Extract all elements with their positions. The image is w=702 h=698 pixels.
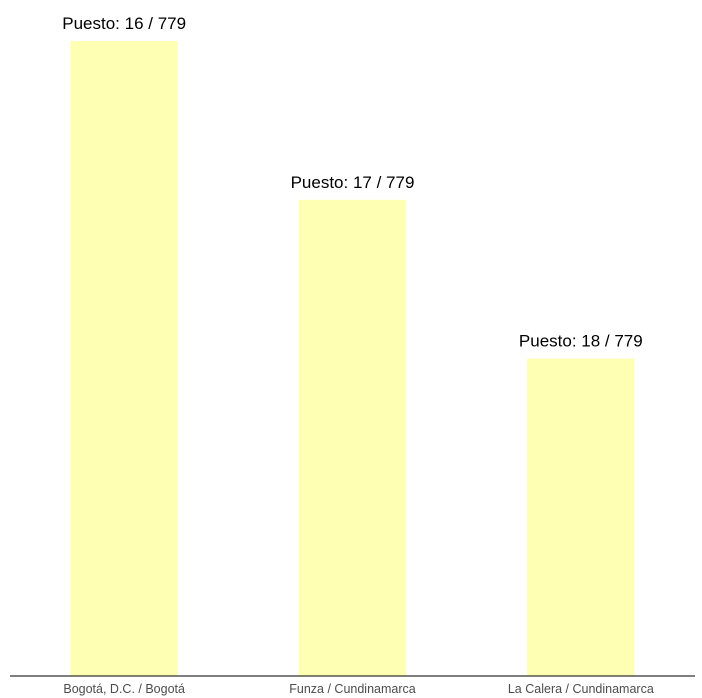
x-tick-label-1: Bogotá, D.C. / Bogotá: [63, 682, 185, 696]
bar-2: [298, 199, 407, 677]
bar-1: [70, 41, 178, 676]
bar-3: [527, 358, 635, 676]
bars-group: [70, 41, 635, 677]
x-tick-label-2: Funza / Cundinamarca: [289, 682, 416, 696]
data-label-3: Puesto: 18 / 779: [519, 332, 643, 351]
data-label-1: Puesto: 16 / 779: [62, 14, 186, 33]
data-label-2: Puesto: 17 / 779: [291, 173, 415, 192]
x-tick-label-3: La Calera / Cundinamarca: [508, 682, 654, 696]
x-tick-labels-group: Bogotá, D.C. / Bogotá Funza / Cundinamarc…: [63, 682, 653, 696]
data-labels-group: Puesto: 16 / 779 Puesto: 17 / 779 Puesto: …: [62, 14, 642, 350]
